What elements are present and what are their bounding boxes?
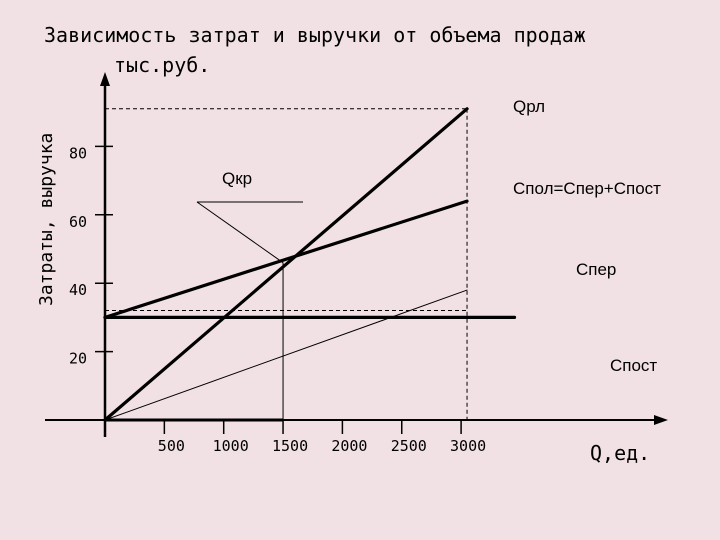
y-axis-arrow-icon	[100, 72, 110, 86]
qrl-revenue-line	[103, 107, 469, 422]
x-tick-label: 500	[158, 437, 185, 455]
chart-title-line1: Зависимость затрат и выручки от объема п…	[44, 23, 586, 47]
x-axis-arrow-icon	[654, 415, 668, 425]
fixed-cost-label: Cпост	[610, 356, 657, 375]
x-tick-label: 1500	[272, 437, 308, 455]
qrl-label: Qрл	[513, 97, 545, 116]
total-cost-line	[103, 199, 469, 319]
y-ticks: 20 40 60 80	[69, 144, 113, 368]
x-tick-label: 1000	[213, 437, 249, 455]
break-even-callout: Qкр	[196, 169, 303, 264]
qkr-label: Qкр	[222, 169, 252, 188]
chart-title-line2: тыс.руб.	[114, 53, 210, 77]
variable-cost-label: Cпер	[576, 260, 616, 279]
x-ticks: 500 1000 1500 2000 2500 3000	[158, 420, 486, 455]
x-tick-label: 3000	[450, 437, 486, 455]
x-tick-label: 2500	[391, 437, 427, 455]
y-axis-label: Затраты, выручка	[36, 133, 57, 306]
total-cost-label: Cпол=Cпер+Cпост	[513, 179, 661, 198]
variable-cost-line	[104, 289, 468, 421]
y-tick-label: 20	[69, 350, 87, 368]
series-lines	[103, 107, 517, 422]
x-axis-label: Q,ед.	[590, 441, 650, 465]
y-tick-label: 80	[69, 144, 87, 162]
y-tick-label: 60	[69, 213, 87, 231]
guide-lines	[105, 108, 468, 420]
y-tick-label: 40	[69, 281, 87, 299]
qkr-pointer	[196, 201, 284, 264]
series-labels: Qрл Cпол=Cпер+Cпост Cпер Cпост	[513, 97, 661, 375]
x-tick-label: 2000	[331, 437, 367, 455]
